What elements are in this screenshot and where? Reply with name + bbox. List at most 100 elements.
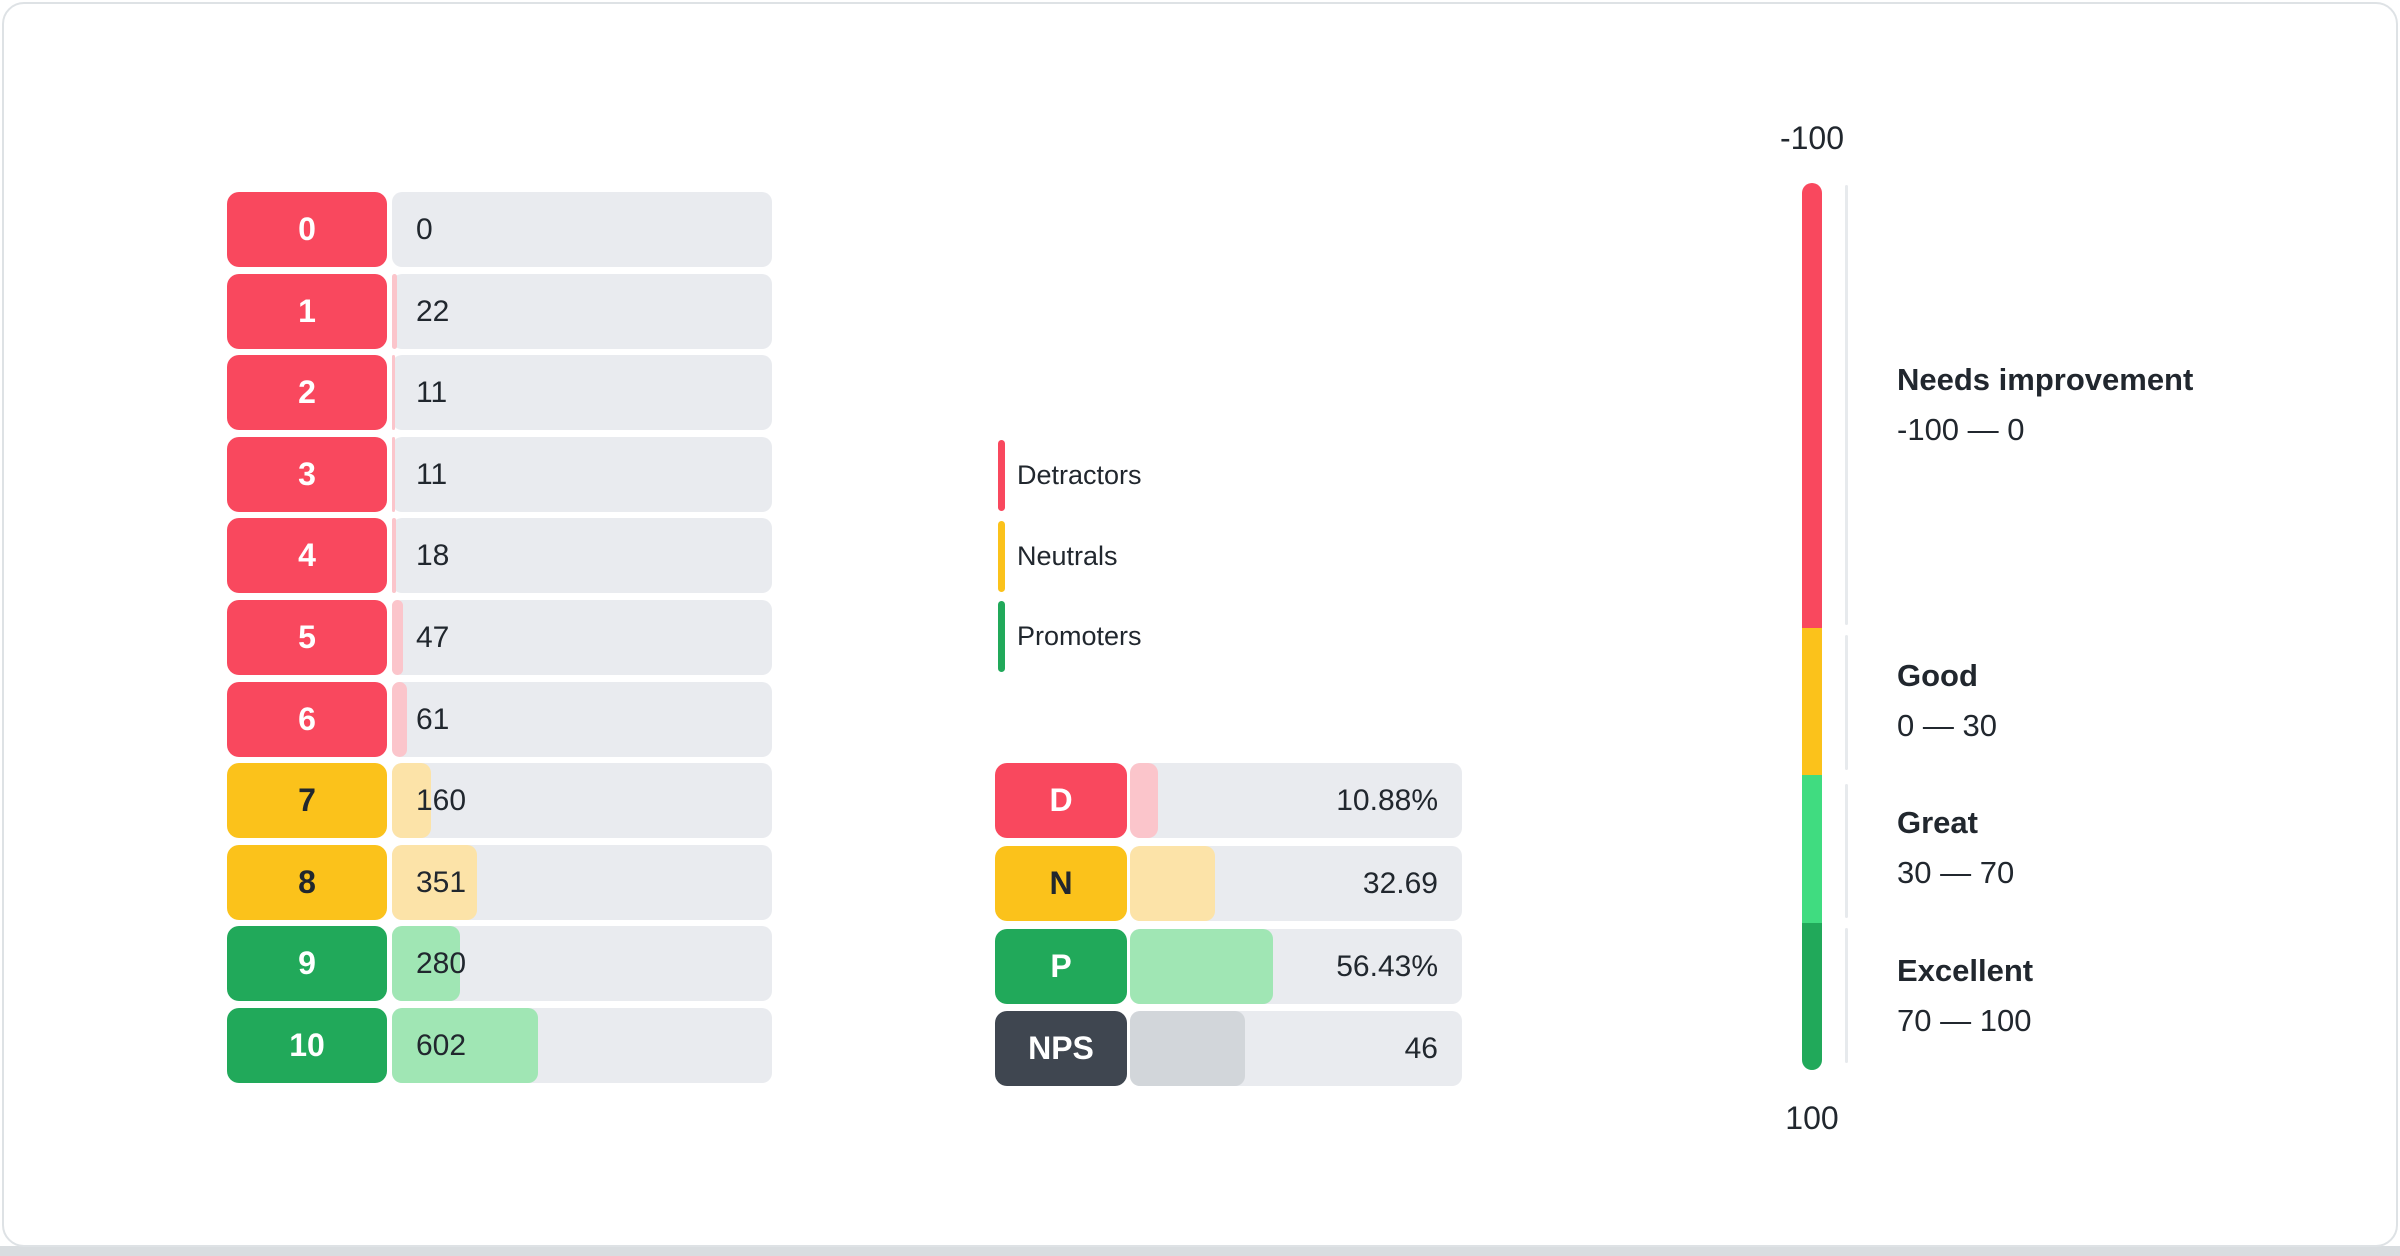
score-value: 18 (416, 539, 450, 572)
score-track: 11 (392, 355, 772, 430)
score-label: 8 (227, 845, 387, 920)
summary-track: 56.43% (1130, 929, 1462, 1004)
zone-title: Great (1897, 805, 1978, 840)
gauge-zone-label: Needs improvement -100 — 0 (1897, 355, 2193, 455)
summary-row: D 10.88% (995, 763, 1462, 838)
legend-swatch (998, 440, 1005, 511)
zone-range: -100 — 0 (1897, 412, 2025, 447)
score-value: 22 (416, 295, 450, 328)
score-track: 22 (392, 274, 772, 349)
score-value: 11 (416, 458, 448, 491)
score-row: 7 160 (227, 763, 772, 838)
score-fill (392, 518, 396, 593)
score-fill (392, 437, 395, 512)
score-value: 351 (416, 866, 467, 899)
score-label: 10 (227, 1008, 387, 1083)
gauge-zone-label: Good 0 — 30 (1897, 651, 1997, 751)
gauge-top-tick: -100 (1779, 120, 1845, 156)
zone-title: Excellent (1897, 953, 2034, 988)
legend-label: Detractors (1017, 460, 1142, 490)
gauge-bar (1802, 183, 1822, 1070)
gauge-segment-needs-improvement (1802, 183, 1822, 628)
score-row: 8 351 (227, 845, 772, 920)
score-track: 351 (392, 845, 772, 920)
score-row: 6 61 (227, 682, 772, 757)
score-track: 160 (392, 763, 772, 838)
summary-track: 10.88% (1130, 763, 1462, 838)
score-track: 602 (392, 1008, 772, 1083)
summary-label: D (995, 763, 1127, 838)
summary-row: N 32.69 (995, 846, 1462, 921)
score-row: 3 11 (227, 437, 772, 512)
score-label: 0 (227, 192, 387, 267)
gauge-segment-excellent (1802, 923, 1822, 1070)
score-value: 0 (416, 213, 433, 246)
legend-item: Promoters (998, 601, 1358, 672)
score-row: 5 47 (227, 600, 772, 675)
score-label: 2 (227, 355, 387, 430)
score-track: 61 (392, 682, 772, 757)
legend-label: Promoters (1017, 621, 1142, 651)
nps-scale-gauge: -100 Needs improvement -100 — 0 Good 0 — 30 G… (1740, 100, 2300, 1160)
gauge-axis-line (1845, 635, 1848, 770)
legend-item: Detractors (998, 440, 1358, 511)
gauge-zone-label: Great 30 — 70 (1897, 798, 2014, 898)
score-row: 1 22 (227, 274, 772, 349)
summary-fill (1130, 1011, 1245, 1086)
score-value: 160 (416, 784, 467, 817)
legend-item: Neutrals (998, 521, 1358, 592)
summary-label: P (995, 929, 1127, 1004)
gauge-segment-great (1802, 775, 1822, 923)
legend-label: Neutrals (1017, 541, 1118, 571)
summary-label: N (995, 846, 1127, 921)
score-track: 280 (392, 926, 772, 1001)
score-label: 5 (227, 600, 387, 675)
score-track: 47 (392, 600, 772, 675)
score-value: 11 (416, 376, 448, 409)
score-value: 61 (416, 703, 450, 736)
score-fill (392, 355, 395, 430)
score-label: 1 (227, 274, 387, 349)
score-row: 4 18 (227, 518, 772, 593)
score-track: 11 (392, 437, 772, 512)
legend-swatch (998, 601, 1005, 672)
gauge-axis-line (1845, 185, 1848, 625)
gauge-segment-good (1802, 628, 1822, 775)
score-fill (392, 600, 403, 675)
zone-title: Good (1897, 658, 1978, 693)
summary-label: NPS (995, 1011, 1127, 1086)
score-value: 280 (416, 947, 467, 980)
score-track: 18 (392, 518, 772, 593)
summary-value: 46 (1404, 1032, 1438, 1065)
score-fill (392, 763, 431, 838)
score-row: 9 280 (227, 926, 772, 1001)
score-value: 47 (416, 621, 450, 654)
score-fill (392, 926, 460, 1001)
summary-track: 46 (1130, 1011, 1462, 1086)
legend-swatch (998, 521, 1005, 592)
summary-track: 32.69 (1130, 846, 1462, 921)
score-distribution-chart: 0 0 1 22 2 11 3 11 4 18 5 47 6 61 7 160 8 351 9 280 10 602 (227, 192, 772, 1087)
score-label: 7 (227, 763, 387, 838)
summary-value: 10.88% (1336, 784, 1438, 817)
summary-row: NPS 46 (995, 1011, 1462, 1086)
gauge-axis-line (1845, 784, 1848, 918)
score-row: 10 602 (227, 1008, 772, 1083)
score-track: 0 (392, 192, 772, 267)
gauge-zone-label: Excellent 70 — 100 (1897, 946, 2033, 1046)
zone-title: Needs improvement (1897, 362, 2194, 397)
summary-value: 32.69 (1362, 867, 1438, 900)
score-fill (392, 845, 477, 920)
summary-fill (1130, 846, 1215, 921)
score-label: 6 (227, 682, 387, 757)
gauge-axis-line (1845, 928, 1848, 1063)
legend: Detractors Neutrals Promoters (998, 440, 1358, 676)
score-value: 602 (416, 1029, 467, 1062)
score-row: 2 11 (227, 355, 772, 430)
summary-row: P 56.43% (995, 929, 1462, 1004)
summary-fill (1130, 763, 1158, 838)
score-label: 9 (227, 926, 387, 1001)
page-bottom-edge (0, 1246, 2400, 1256)
